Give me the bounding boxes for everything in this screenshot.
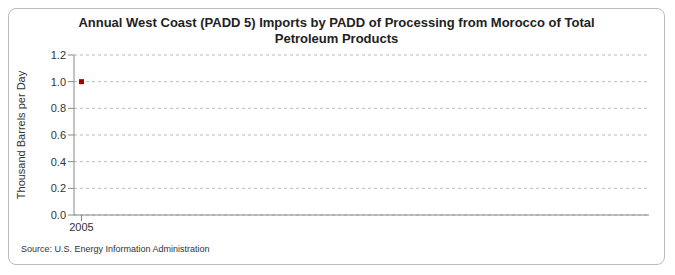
svg-text:0.0: 0.0 — [51, 209, 66, 221]
svg-text:1.2: 1.2 — [51, 49, 66, 61]
svg-text:0.8: 0.8 — [51, 102, 66, 114]
svg-text:Thousand Barrels per Day: Thousand Barrels per Day — [15, 70, 27, 199]
svg-text:2005: 2005 — [69, 221, 93, 233]
svg-text:1.0: 1.0 — [51, 76, 66, 88]
svg-text:0.2: 0.2 — [51, 182, 66, 194]
svg-text:0.6: 0.6 — [51, 129, 66, 141]
html-text:Source: U.S. Energy Informatio: Source: U.S. Energy Information Administ… — [21, 244, 210, 254]
svg-text:0.4: 0.4 — [51, 156, 66, 168]
html-text:Annual West Coast (PADD 5) Imp: Annual West Coast (PADD 5) Imports by PA… — [78, 15, 595, 46]
